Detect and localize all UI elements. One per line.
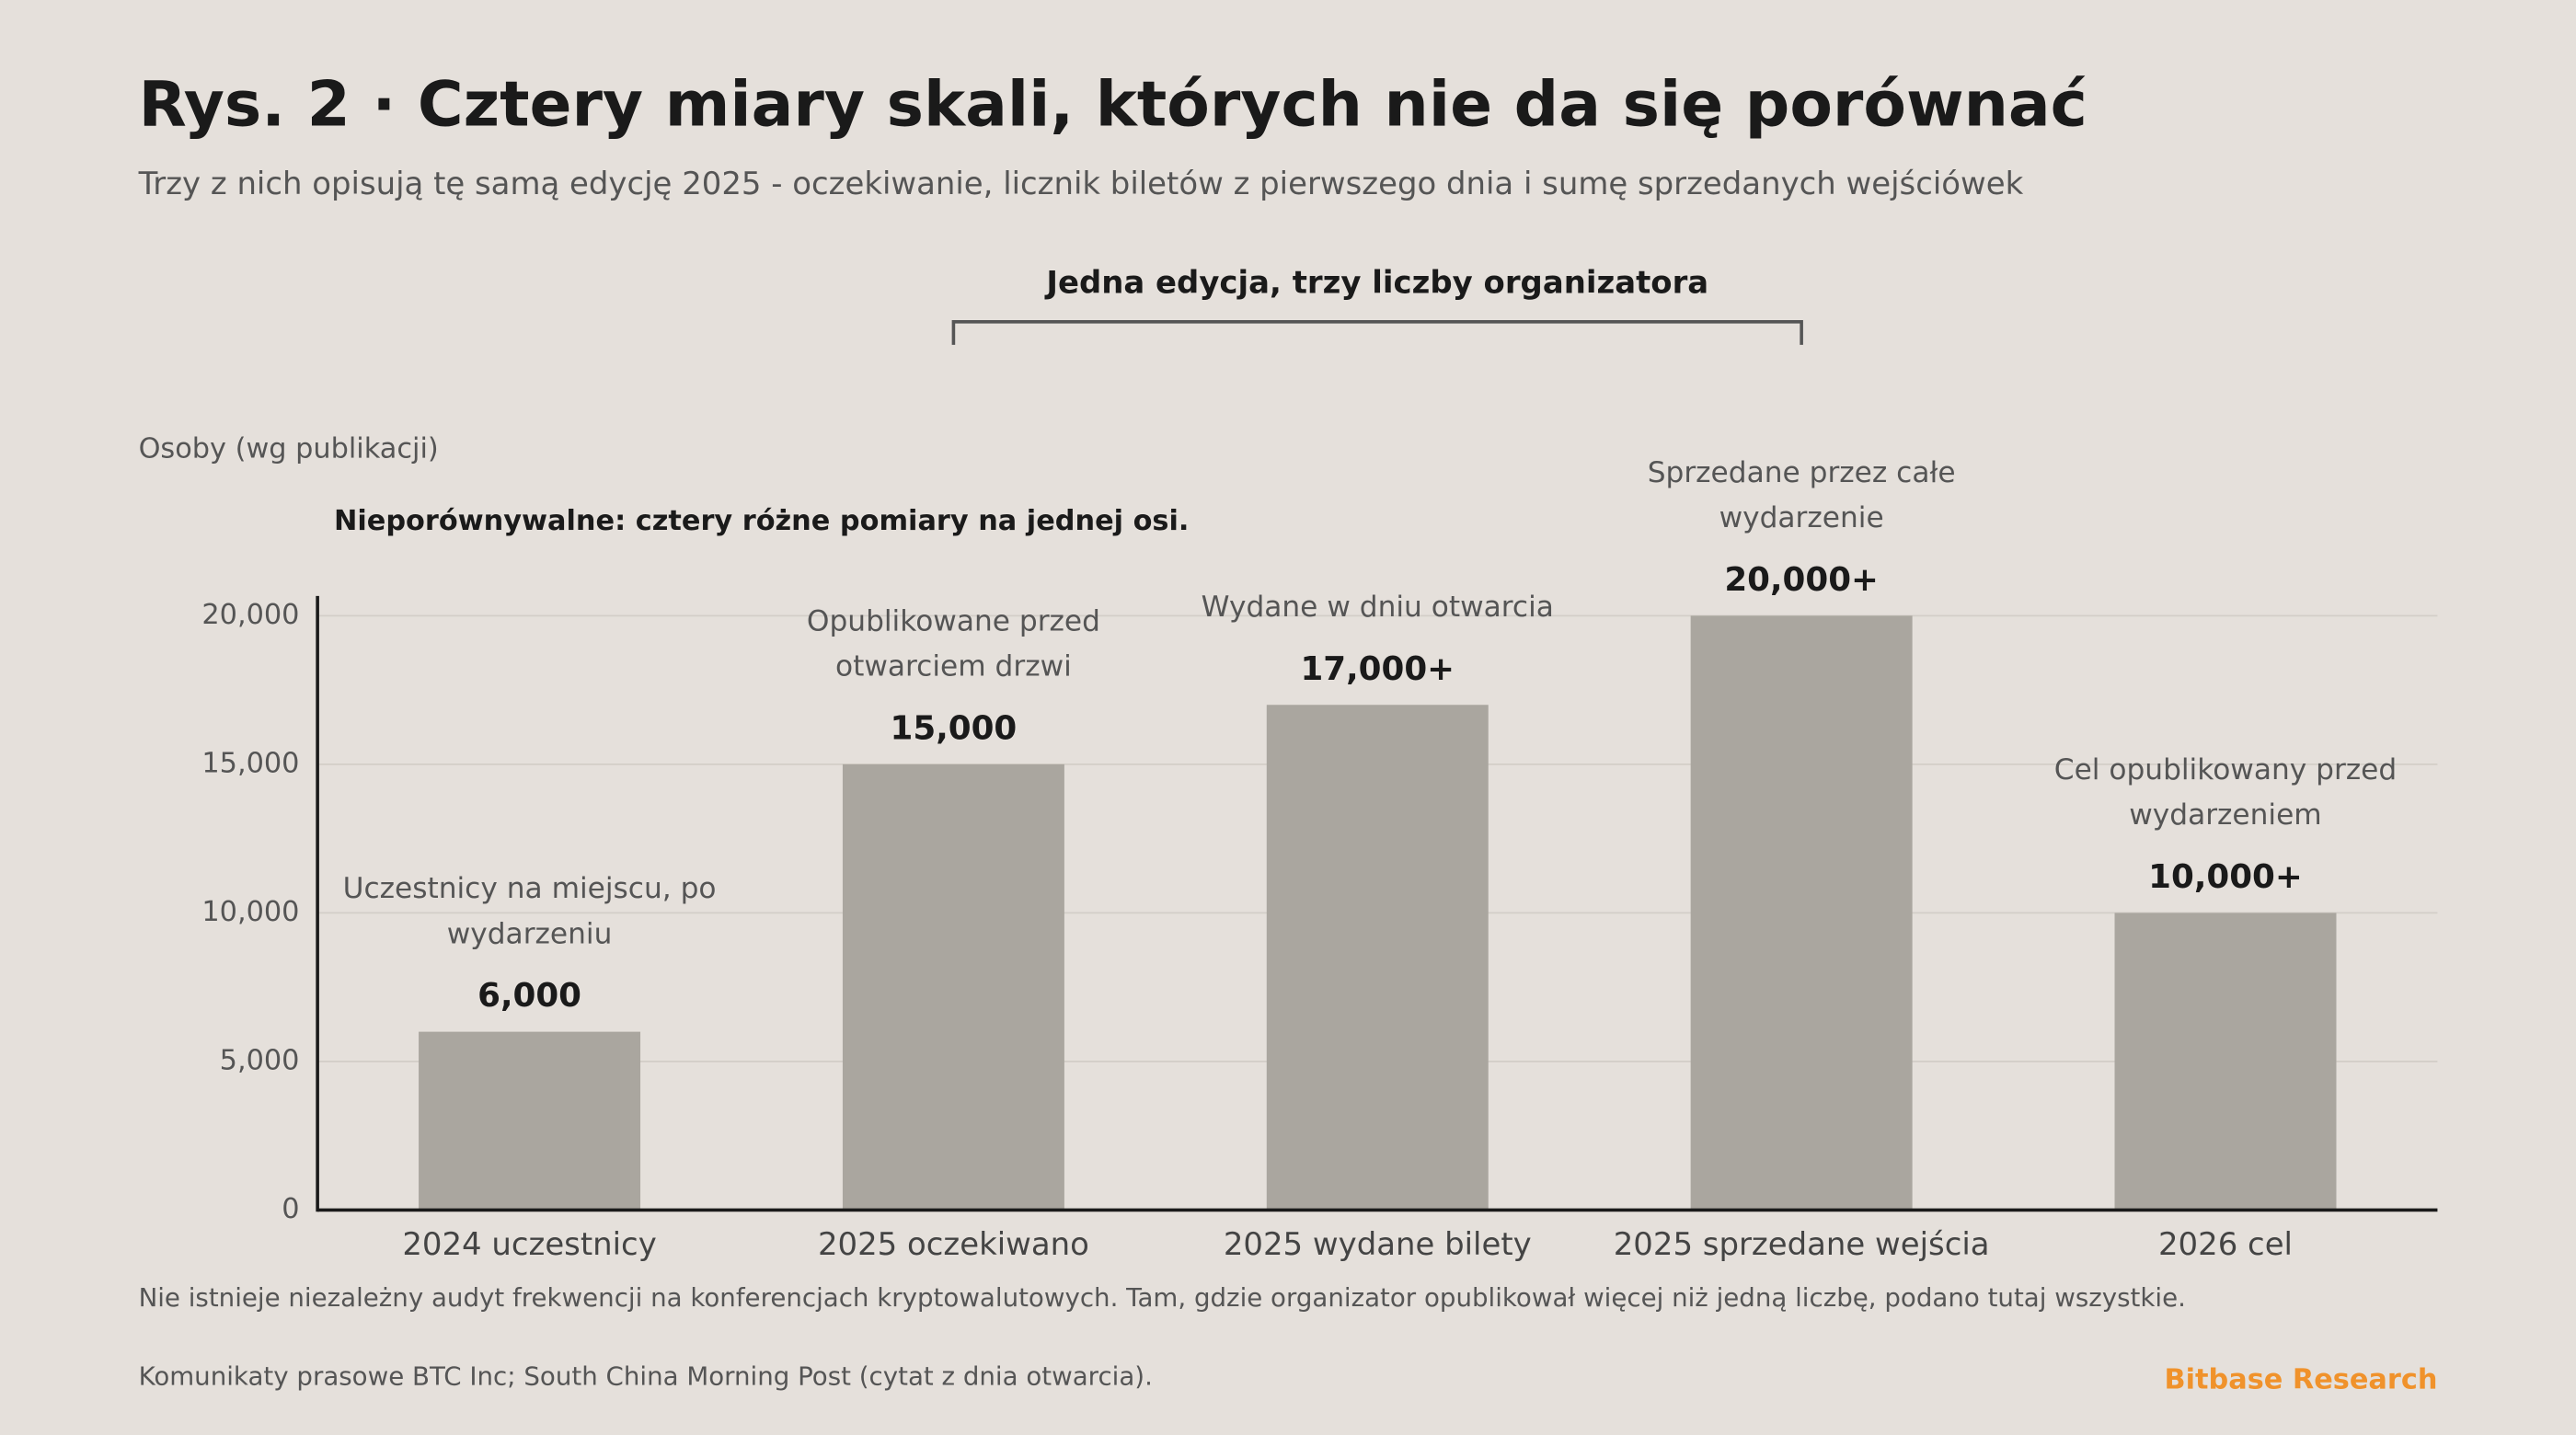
bar — [1690, 615, 1913, 1211]
x-tick-label: 2025 oczekiwano — [818, 1226, 1089, 1262]
bar-annotation: Sprzedane przez całe wydarzenie — [1648, 456, 1956, 534]
bar-annotation: Uczestnicy na miejscu, po wydarzeniu — [343, 872, 717, 950]
bracket-label: Jedna edycja, trzy liczby organizatora — [1044, 264, 1708, 300]
y-tick-label: 0 — [282, 1193, 299, 1225]
y-tick-label: 10,000 — [201, 896, 299, 928]
y-tick-label: 20,000 — [201, 599, 299, 631]
value-label: 17,000+ — [1300, 650, 1455, 688]
bar — [842, 763, 1064, 1211]
x-tick-label: 2025 sprzedane wejścia — [1614, 1226, 1990, 1262]
bar — [2114, 913, 2337, 1211]
source: Komunikaty prasowe BTC Inc; South China … — [139, 1361, 1153, 1392]
bracket — [951, 320, 1803, 345]
brand: Bitbase Research — [2165, 1364, 2438, 1396]
chart-title: Rys. 2 · Cztery miary skali, których nie… — [139, 67, 2087, 140]
bar — [419, 1031, 641, 1211]
y-axis-label: Osoby (wg publikacji) — [139, 433, 439, 465]
x-tick-label: 2025 wydane bilety — [1224, 1226, 1532, 1262]
x-tick-label: 2024 uczestnicy — [402, 1226, 656, 1262]
bar-annotation: Wydane w dniu otwarcia — [1202, 591, 1554, 624]
bar-annotation: Cel opublikowany przed wydarzeniem — [2054, 753, 2397, 832]
x-tick-label: 2026 cel — [2158, 1226, 2293, 1262]
y-tick-label: 15,000 — [201, 747, 299, 779]
value-label: 20,000+ — [1724, 561, 1879, 599]
chart-subtitle: Trzy z nich opisują tę samą edycję 2025 … — [138, 166, 2024, 201]
bar — [1266, 705, 1489, 1211]
value-label: 15,000 — [891, 709, 1018, 747]
y-tick-label: 5,000 — [220, 1044, 300, 1076]
value-label: 10,000+ — [2148, 858, 2303, 896]
value-label: 6,000 — [477, 977, 581, 1015]
chart-note: Nieporównywalne: cztery różne pomiary na… — [334, 505, 1189, 537]
bar-annotation: Opublikowane przed otwarciem drzwi — [807, 604, 1100, 683]
footnote: Nie istnieje niezależny audyt frekwencji… — [139, 1282, 2186, 1313]
